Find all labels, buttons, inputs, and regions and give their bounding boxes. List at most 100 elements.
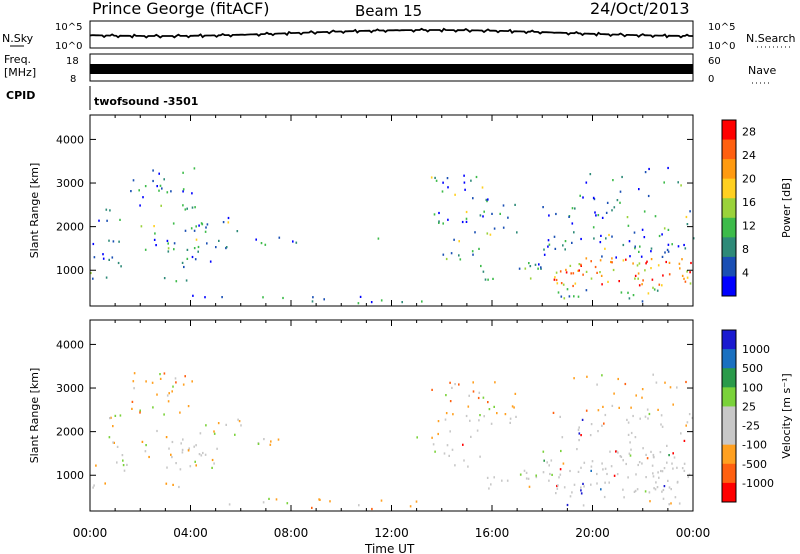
echo-cell [579,194,581,197]
echo-cell [622,488,624,491]
colorbar-swatch [722,406,736,427]
velocity-panel: 1000 2000 3000 4000 Slant Range [km] [28,319,694,512]
echo-cell [472,197,474,200]
echo-cell [556,484,558,488]
freq-label: Freq. [4,53,31,66]
echo-cell [441,190,444,193]
echo-cell [98,219,100,222]
echo-cell [126,463,128,466]
echo-cell [202,451,204,455]
echo-cell [663,467,666,470]
echo-cell [511,405,514,408]
echo-cell [569,495,572,498]
echo-cell [474,231,476,234]
echo-cell [195,238,198,241]
echo-cell [615,450,617,453]
echo-cell [558,476,560,479]
echo-cell [562,244,564,247]
echo-cell [542,471,545,474]
echo-cell [513,406,515,409]
echo-cell [585,289,588,292]
echo-cell [607,280,609,283]
echo-cell [653,456,655,459]
echo-cell [163,372,166,375]
echo-cell [167,400,170,403]
echo-cell [131,400,134,403]
echo-cell [438,221,440,224]
echo-cell [580,486,582,489]
echo-cell [630,431,633,435]
echo-cell [225,246,228,249]
echo-cell [93,256,96,259]
echo-cell [627,421,630,424]
echo-cell [651,464,654,467]
y-axis-label: Slant Range [km] [28,368,41,464]
echo-cell [638,284,641,287]
echo-cell [633,490,636,493]
echo-cell [487,198,489,201]
echo-cell [683,462,686,465]
echo-cell [555,492,557,495]
echo-cell [676,466,678,469]
echo-cell [167,250,170,253]
echo-cell [684,280,687,283]
colorbar-swatch [722,178,736,199]
echo-cell [684,247,687,250]
echo-cell [204,230,207,233]
echo-cell [677,181,679,184]
echo-cell [190,227,193,230]
echo-cell [578,263,581,266]
echo-cell [454,193,456,196]
echo-cell [144,185,147,188]
echo-cell [683,469,686,472]
echo-cell [634,274,637,277]
colorbar-tick-label: 100 [742,381,763,394]
echo-cell [603,495,606,499]
echo-cell [540,266,542,269]
echo-cell [485,198,488,201]
y-tick-label: 4000 [56,338,84,351]
echo-cell [671,462,673,465]
echo-cell [633,231,636,234]
echo-cell [187,405,190,408]
echo-cell [658,234,661,238]
echo-cell [494,381,496,384]
echo-cell [686,270,688,273]
echo-cell [543,248,545,251]
echo-cell [496,412,498,415]
nsky-tick-low: 10^0 [55,41,82,52]
echo-cell [590,469,592,472]
echo-cell [638,188,640,191]
colorbar-tick-label: -500 [742,458,767,471]
echo-cell [525,477,528,480]
colorbar-swatch [722,330,736,350]
echo-cell [600,488,602,491]
echo-cell [652,286,654,289]
x-tick-label: 08:00 [274,526,309,540]
echo-cell [416,436,418,439]
echo-cell [225,423,227,426]
echo-cell [661,470,664,473]
echo-cell [165,482,168,485]
nave-tick-low: 0 [708,74,714,85]
echo-cell [637,463,639,467]
echo-cell [139,411,141,414]
nsky-strip-frame [89,20,694,49]
echo-cell [552,411,555,414]
echo-cell [218,239,220,242]
echo-cell [371,507,373,511]
echo-cell [652,472,654,475]
cpid-label: CPID [6,89,35,102]
echo-cell [673,456,676,459]
echo-cell [108,239,110,242]
echo-cell [610,465,613,468]
echo-cell [618,280,620,283]
echo-cell [166,394,169,397]
echo-cell [377,237,380,240]
echo-cell [163,413,165,416]
echo-cell [318,498,320,501]
echo-cell [596,271,598,274]
echo-cell [514,203,516,206]
echo-cell [590,483,592,486]
echo-cell [484,278,487,281]
